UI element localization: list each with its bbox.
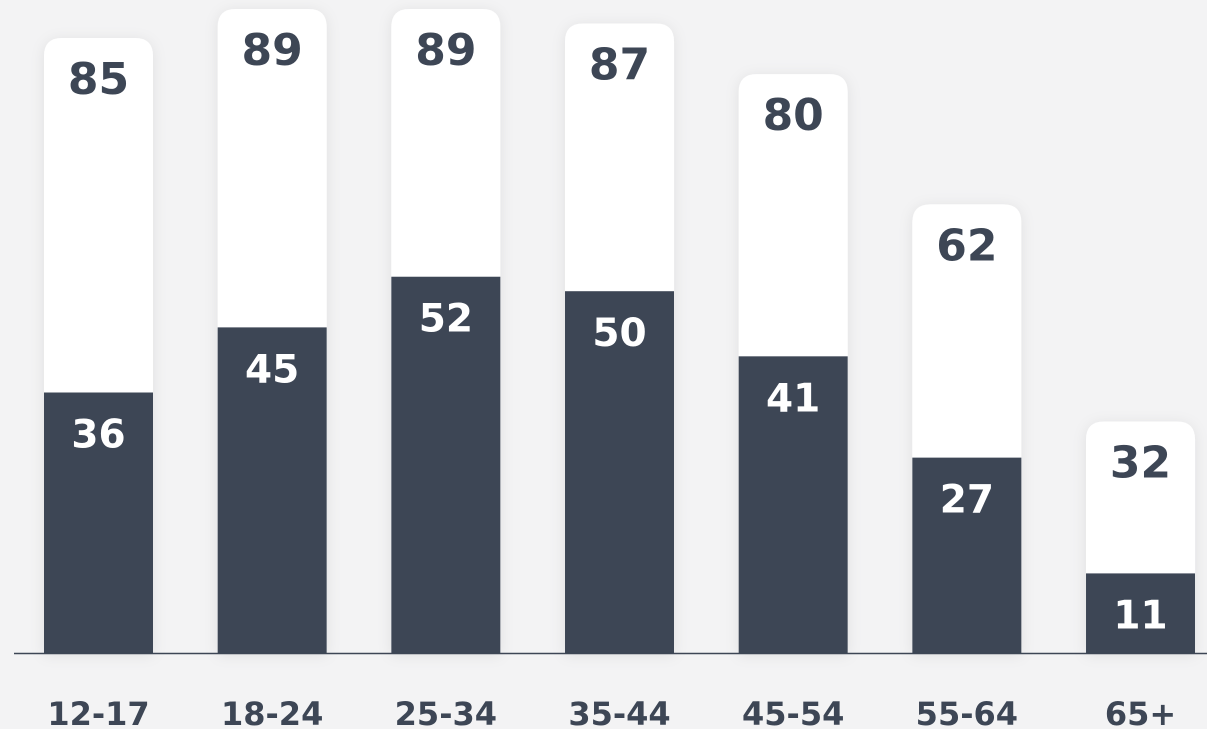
inner-bar-65+ bbox=[1086, 573, 1196, 653]
category-label-55-64: 55-64 bbox=[916, 695, 1018, 729]
inner-value-label-25-34: 52 bbox=[419, 297, 473, 342]
outer-value-label-35-44: 87 bbox=[589, 39, 650, 90]
inner-bar-35-44 bbox=[565, 291, 675, 653]
inner-value-label-12-17: 36 bbox=[71, 413, 125, 458]
outer-value-label-25-34: 89 bbox=[415, 25, 476, 76]
category-label-45-54: 45-54 bbox=[742, 695, 844, 729]
outer-value-label-45-54: 80 bbox=[763, 90, 824, 141]
inner-value-labels: 36 45 52 50 41 27 11 bbox=[71, 297, 1167, 639]
inner-value-label-35-44: 50 bbox=[592, 311, 646, 356]
category-labels: 12-17 18-24 25-34 35-44 45-54 55-64 65+ bbox=[47, 695, 1176, 729]
category-label-65+: 65+ bbox=[1105, 695, 1176, 729]
inner-bar-25-34 bbox=[391, 276, 501, 653]
inner-bars bbox=[44, 276, 1196, 653]
inner-bar-55-64 bbox=[912, 457, 1022, 653]
category-label-35-44: 35-44 bbox=[568, 695, 670, 729]
category-label-18-24: 18-24 bbox=[221, 695, 323, 729]
category-label-12-17: 12-17 bbox=[47, 695, 149, 729]
inner-value-label-55-64: 27 bbox=[940, 478, 994, 523]
inner-value-label-18-24: 45 bbox=[245, 347, 299, 392]
inner-value-label-45-54: 41 bbox=[766, 376, 820, 421]
outer-value-label-12-17: 85 bbox=[68, 54, 129, 105]
inner-bar-18-24 bbox=[217, 327, 327, 653]
outer-value-labels: 85 89 89 87 80 62 32 bbox=[68, 25, 1171, 488]
category-label-25-34: 25-34 bbox=[395, 695, 497, 729]
inner-bar-12-17 bbox=[44, 392, 153, 653]
outer-value-label-65+: 32 bbox=[1110, 437, 1171, 488]
inner-bar-45-54 bbox=[738, 356, 848, 653]
outer-value-label-55-64: 62 bbox=[936, 220, 997, 271]
outer-value-label-18-24: 89 bbox=[242, 25, 303, 76]
inner-value-label-65+: 11 bbox=[1113, 593, 1167, 638]
